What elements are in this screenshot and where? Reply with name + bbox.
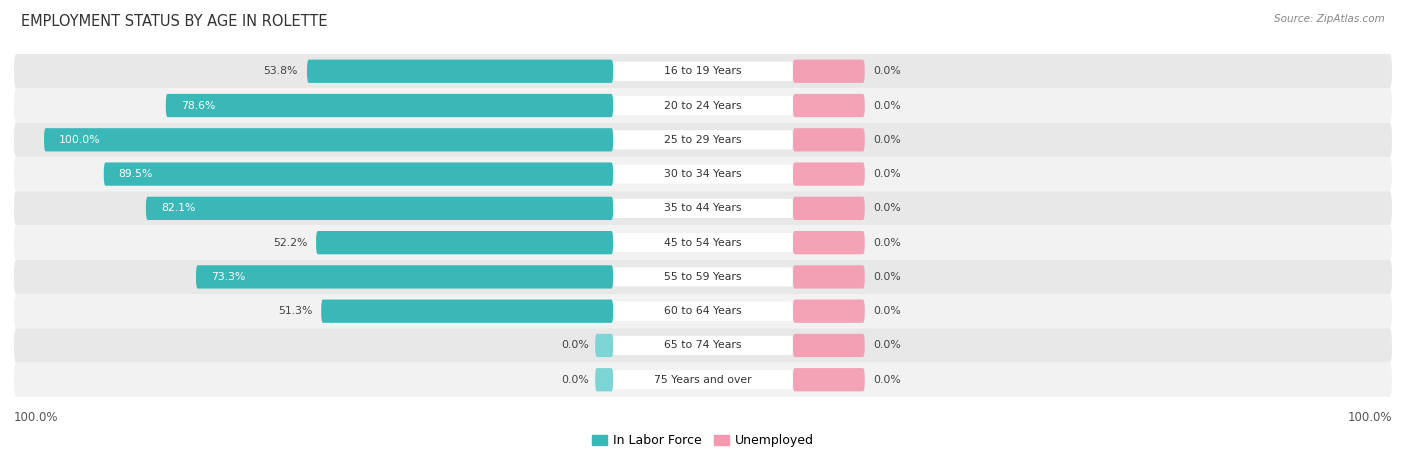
FancyBboxPatch shape — [14, 260, 1392, 294]
Text: 75 Years and over: 75 Years and over — [654, 375, 752, 385]
FancyBboxPatch shape — [793, 368, 865, 391]
FancyBboxPatch shape — [793, 265, 865, 289]
FancyBboxPatch shape — [146, 197, 613, 220]
Text: 89.5%: 89.5% — [118, 169, 153, 179]
Text: 52.2%: 52.2% — [273, 238, 307, 248]
Text: 0.0%: 0.0% — [873, 238, 901, 248]
Text: 0.0%: 0.0% — [873, 375, 901, 385]
FancyBboxPatch shape — [307, 60, 613, 83]
Text: 0.0%: 0.0% — [873, 169, 901, 179]
FancyBboxPatch shape — [595, 368, 613, 391]
FancyBboxPatch shape — [321, 299, 613, 323]
FancyBboxPatch shape — [793, 231, 865, 254]
FancyBboxPatch shape — [793, 94, 865, 117]
FancyBboxPatch shape — [793, 299, 865, 323]
Text: 100.0%: 100.0% — [14, 411, 59, 424]
FancyBboxPatch shape — [104, 162, 613, 186]
FancyBboxPatch shape — [613, 62, 793, 81]
FancyBboxPatch shape — [14, 88, 1392, 123]
Text: 45 to 54 Years: 45 to 54 Years — [664, 238, 742, 248]
Text: 0.0%: 0.0% — [873, 341, 901, 350]
Text: Source: ZipAtlas.com: Source: ZipAtlas.com — [1274, 14, 1385, 23]
Text: 55 to 59 Years: 55 to 59 Years — [664, 272, 742, 282]
Text: 0.0%: 0.0% — [873, 272, 901, 282]
Text: 20 to 24 Years: 20 to 24 Years — [664, 101, 742, 110]
Text: EMPLOYMENT STATUS BY AGE IN ROLETTE: EMPLOYMENT STATUS BY AGE IN ROLETTE — [21, 14, 328, 28]
FancyBboxPatch shape — [613, 199, 793, 218]
Text: 30 to 34 Years: 30 to 34 Years — [664, 169, 742, 179]
Text: 0.0%: 0.0% — [873, 66, 901, 76]
Text: 78.6%: 78.6% — [181, 101, 215, 110]
Text: 0.0%: 0.0% — [561, 375, 589, 385]
FancyBboxPatch shape — [14, 123, 1392, 157]
FancyBboxPatch shape — [613, 165, 793, 184]
Text: 100.0%: 100.0% — [1347, 411, 1392, 424]
Text: 60 to 64 Years: 60 to 64 Years — [664, 306, 742, 316]
Text: 35 to 44 Years: 35 to 44 Years — [664, 203, 742, 213]
FancyBboxPatch shape — [14, 157, 1392, 191]
Text: 0.0%: 0.0% — [873, 306, 901, 316]
Text: 0.0%: 0.0% — [873, 203, 901, 213]
FancyBboxPatch shape — [793, 197, 865, 220]
FancyBboxPatch shape — [613, 336, 793, 355]
FancyBboxPatch shape — [316, 231, 613, 254]
FancyBboxPatch shape — [195, 265, 613, 289]
FancyBboxPatch shape — [595, 334, 613, 357]
FancyBboxPatch shape — [14, 363, 1392, 397]
FancyBboxPatch shape — [613, 267, 793, 286]
Legend: In Labor Force, Unemployed: In Labor Force, Unemployed — [586, 429, 820, 451]
Text: 0.0%: 0.0% — [873, 135, 901, 145]
FancyBboxPatch shape — [613, 130, 793, 149]
FancyBboxPatch shape — [793, 128, 865, 152]
Text: 82.1%: 82.1% — [160, 203, 195, 213]
Text: 51.3%: 51.3% — [278, 306, 312, 316]
Text: 16 to 19 Years: 16 to 19 Years — [664, 66, 742, 76]
FancyBboxPatch shape — [613, 96, 793, 115]
Text: 0.0%: 0.0% — [561, 341, 589, 350]
FancyBboxPatch shape — [14, 328, 1392, 363]
Text: 53.8%: 53.8% — [263, 66, 298, 76]
Text: 25 to 29 Years: 25 to 29 Years — [664, 135, 742, 145]
FancyBboxPatch shape — [613, 370, 793, 389]
Text: 0.0%: 0.0% — [873, 101, 901, 110]
Text: 100.0%: 100.0% — [59, 135, 101, 145]
FancyBboxPatch shape — [166, 94, 613, 117]
FancyBboxPatch shape — [14, 54, 1392, 88]
FancyBboxPatch shape — [14, 226, 1392, 260]
FancyBboxPatch shape — [14, 191, 1392, 226]
Text: 65 to 74 Years: 65 to 74 Years — [664, 341, 742, 350]
FancyBboxPatch shape — [793, 334, 865, 357]
Text: 73.3%: 73.3% — [211, 272, 245, 282]
FancyBboxPatch shape — [613, 233, 793, 252]
FancyBboxPatch shape — [793, 162, 865, 186]
FancyBboxPatch shape — [14, 294, 1392, 328]
FancyBboxPatch shape — [793, 60, 865, 83]
FancyBboxPatch shape — [613, 302, 793, 321]
FancyBboxPatch shape — [44, 128, 613, 152]
